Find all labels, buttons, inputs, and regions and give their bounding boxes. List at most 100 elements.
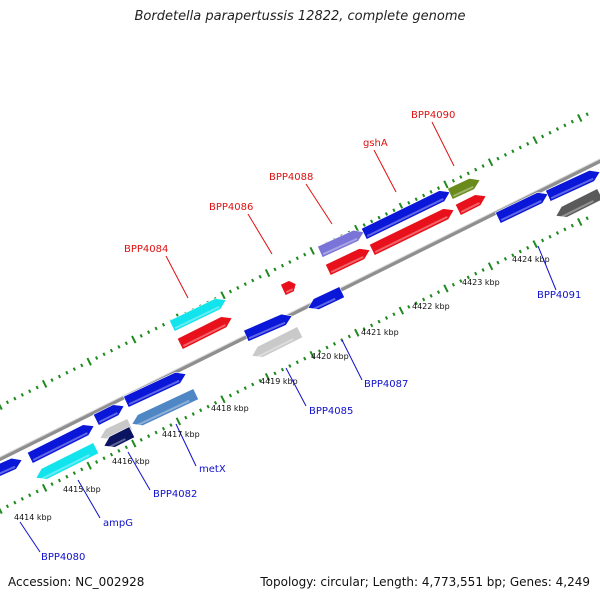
- tick-mark: [169, 423, 173, 427]
- reverse-gene-labels: BPP4080 ampG BPP4082 metX BPP4085 BPP408…: [41, 290, 581, 563]
- gene-label-BPP4091[interactable]: BPP4091: [537, 290, 581, 301]
- gene-label-BPP4082[interactable]: BPP4082: [153, 489, 197, 500]
- kbp-label-4414: 4414 kbp: [14, 513, 52, 522]
- feature-box[interactable]: [103, 426, 136, 448]
- feature-box[interactable]: [307, 286, 345, 310]
- gene-label-BPP4090[interactable]: BPP4090: [411, 110, 455, 121]
- tick-mark: [570, 223, 574, 228]
- tick-mark: [407, 305, 411, 309]
- tick-mark: [28, 493, 32, 498]
- kbp-label-4418: 4418 kbp: [211, 404, 249, 413]
- kbp-label-4423: 4423 kbp: [462, 278, 500, 287]
- feature-box[interactable]: [123, 372, 187, 408]
- tick-mark: [147, 434, 151, 439]
- feature-highlight: [330, 255, 364, 274]
- tick-mark: [20, 393, 24, 397]
- tick-mark: [50, 378, 54, 383]
- feature-box[interactable]: [35, 442, 100, 480]
- label-leader-line: [247, 213, 273, 255]
- tick-mark: [474, 167, 478, 172]
- tick-mark: [392, 208, 396, 213]
- tick-mark: [41, 483, 48, 492]
- tick-row-lower: [0, 216, 589, 515]
- feature-box[interactable]: [447, 178, 481, 200]
- tick-mark: [295, 256, 299, 261]
- tick-mark: [65, 474, 69, 479]
- feature-box[interactable]: [176, 316, 233, 350]
- tick-mark: [347, 334, 351, 339]
- feature-highlight: [550, 177, 594, 200]
- feature-box[interactable]: [131, 388, 199, 426]
- feature-highlight: [174, 305, 220, 330]
- label-leader-line: [175, 423, 197, 467]
- feature-box[interactable]: [495, 192, 549, 224]
- tick-mark: [577, 217, 583, 226]
- feature-highlight: [366, 198, 444, 237]
- feature-box[interactable]: [168, 298, 227, 332]
- tick-mark: [503, 153, 508, 157]
- feature-box[interactable]: [555, 188, 600, 218]
- feature-highlight: [0, 465, 16, 475]
- tick-mark: [563, 123, 567, 128]
- tick-mark: [585, 112, 589, 117]
- tick-mark: [109, 348, 114, 353]
- feature-box[interactable]: [251, 326, 304, 358]
- gene-label-gshA[interactable]: gshA: [363, 138, 388, 149]
- tick-mark: [264, 373, 271, 382]
- tick-mark: [273, 267, 277, 272]
- feature-highlight: [254, 338, 294, 359]
- tick-mark: [86, 357, 92, 366]
- gene-label-ampG[interactable]: ampG: [103, 518, 133, 529]
- feature-box[interactable]: [26, 424, 95, 464]
- tick-mark: [28, 389, 32, 394]
- tick-mark: [13, 500, 17, 505]
- tick-mark: [362, 327, 366, 331]
- tick-mark: [407, 201, 411, 205]
- topology-text: Topology: circular; Length: 4,773,551 bp…: [260, 575, 590, 589]
- feature-box[interactable]: [280, 280, 297, 296]
- tick-mark: [35, 385, 39, 390]
- genome-title: Bordetella parapertussis 12822, complete…: [134, 9, 466, 24]
- kbp-label-4421: 4421 kbp: [361, 328, 399, 337]
- feature-box[interactable]: [545, 170, 600, 202]
- feature-box[interactable]: [368, 208, 455, 256]
- tick-mark: [280, 263, 285, 268]
- label-leader-line: [127, 451, 151, 491]
- tick-mark: [532, 240, 538, 249]
- feature-highlight: [182, 324, 226, 347]
- tick-mark: [41, 379, 48, 388]
- gene-label-metX[interactable]: metX: [199, 464, 226, 475]
- gene-label-BPP4085[interactable]: BPP4085: [309, 406, 353, 417]
- tick-mark: [526, 245, 530, 250]
- tick-mark: [191, 412, 195, 416]
- feature-highlight: [500, 199, 542, 222]
- gene-label-BPP4080[interactable]: BPP4080: [41, 552, 85, 563]
- tick-mark: [264, 269, 271, 278]
- gene-features: [0, 170, 600, 481]
- feature-box[interactable]: [0, 457, 23, 477]
- tick-mark: [95, 356, 99, 360]
- tick-mark: [487, 158, 494, 167]
- feature-box[interactable]: [92, 404, 125, 426]
- tick-mark: [258, 378, 262, 383]
- tick-mark: [80, 363, 84, 368]
- feature-box[interactable]: [360, 190, 451, 240]
- gene-label-BPP4086[interactable]: BPP4086: [209, 202, 253, 213]
- tick-mark: [117, 345, 121, 349]
- tick-mark: [384, 212, 389, 216]
- feature-box[interactable]: [317, 229, 365, 258]
- gene-label-BPP4088[interactable]: BPP4088: [269, 172, 313, 183]
- gene-label-BPP4084[interactable]: BPP4084: [124, 244, 168, 255]
- gene-label-BPP4087[interactable]: BPP4087: [364, 379, 408, 390]
- tick-mark: [555, 231, 560, 235]
- feature-box[interactable]: [243, 313, 293, 342]
- feature-box[interactable]: [325, 248, 371, 276]
- tick-mark: [139, 333, 143, 338]
- label-leader-line: [431, 121, 455, 167]
- tick-mark: [57, 478, 62, 483]
- feature-box[interactable]: [454, 194, 487, 216]
- tick-mark: [570, 119, 574, 124]
- label-leaders: [19, 121, 557, 553]
- tick-mark: [109, 452, 114, 457]
- label-leader-line: [373, 149, 397, 193]
